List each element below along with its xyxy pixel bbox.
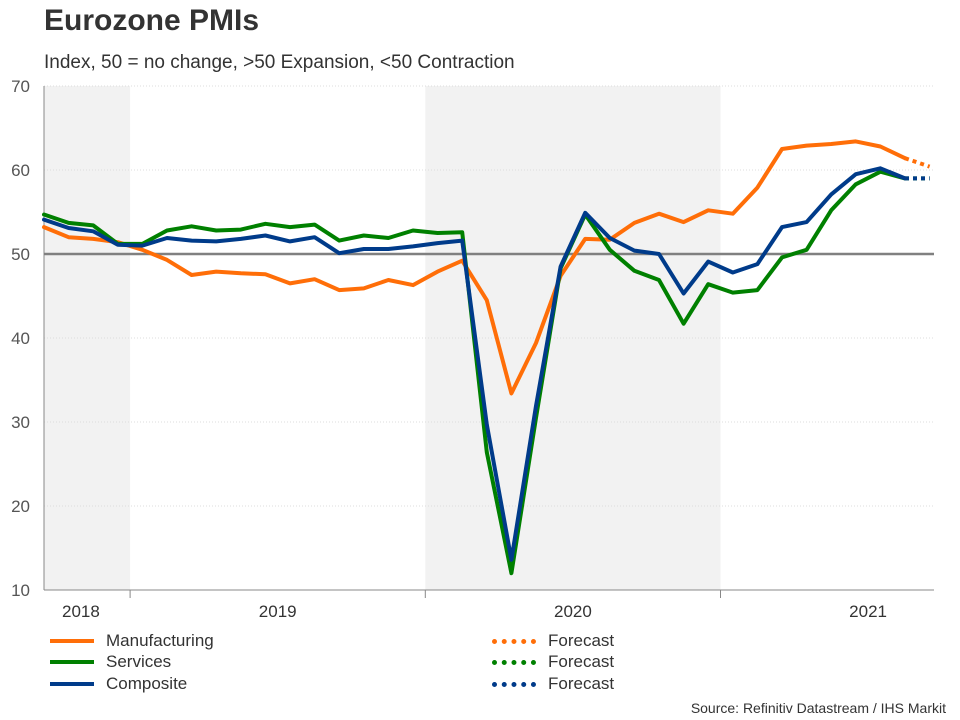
series-line-composite xyxy=(42,166,907,562)
forecast-line-manufacturing xyxy=(904,156,931,169)
chart-subtitle: Index, 50 = no change, >50 Expansion, <5… xyxy=(44,52,515,73)
chart-title: Eurozone PMIs xyxy=(44,4,260,37)
y-tick-label: 10 xyxy=(11,581,30,600)
x-tick-label: 2018 xyxy=(62,602,100,621)
y-tick-label: 70 xyxy=(11,77,30,96)
y-tick-label: 20 xyxy=(11,497,30,516)
y-tick-label: 60 xyxy=(11,161,30,180)
x-tick-label: 2019 xyxy=(259,602,297,621)
year-shade-band xyxy=(44,86,131,590)
y-tick-label: 50 xyxy=(11,245,30,264)
x-tick-label: 2020 xyxy=(554,602,592,621)
y-tick-label: 30 xyxy=(11,413,30,432)
x-tick-label: 2021 xyxy=(849,602,887,621)
source-note: Source: Refinitiv Datastream / IHS Marki… xyxy=(690,700,946,716)
y-tick-label: 40 xyxy=(11,329,30,348)
series-line-manufacturing xyxy=(42,139,907,396)
